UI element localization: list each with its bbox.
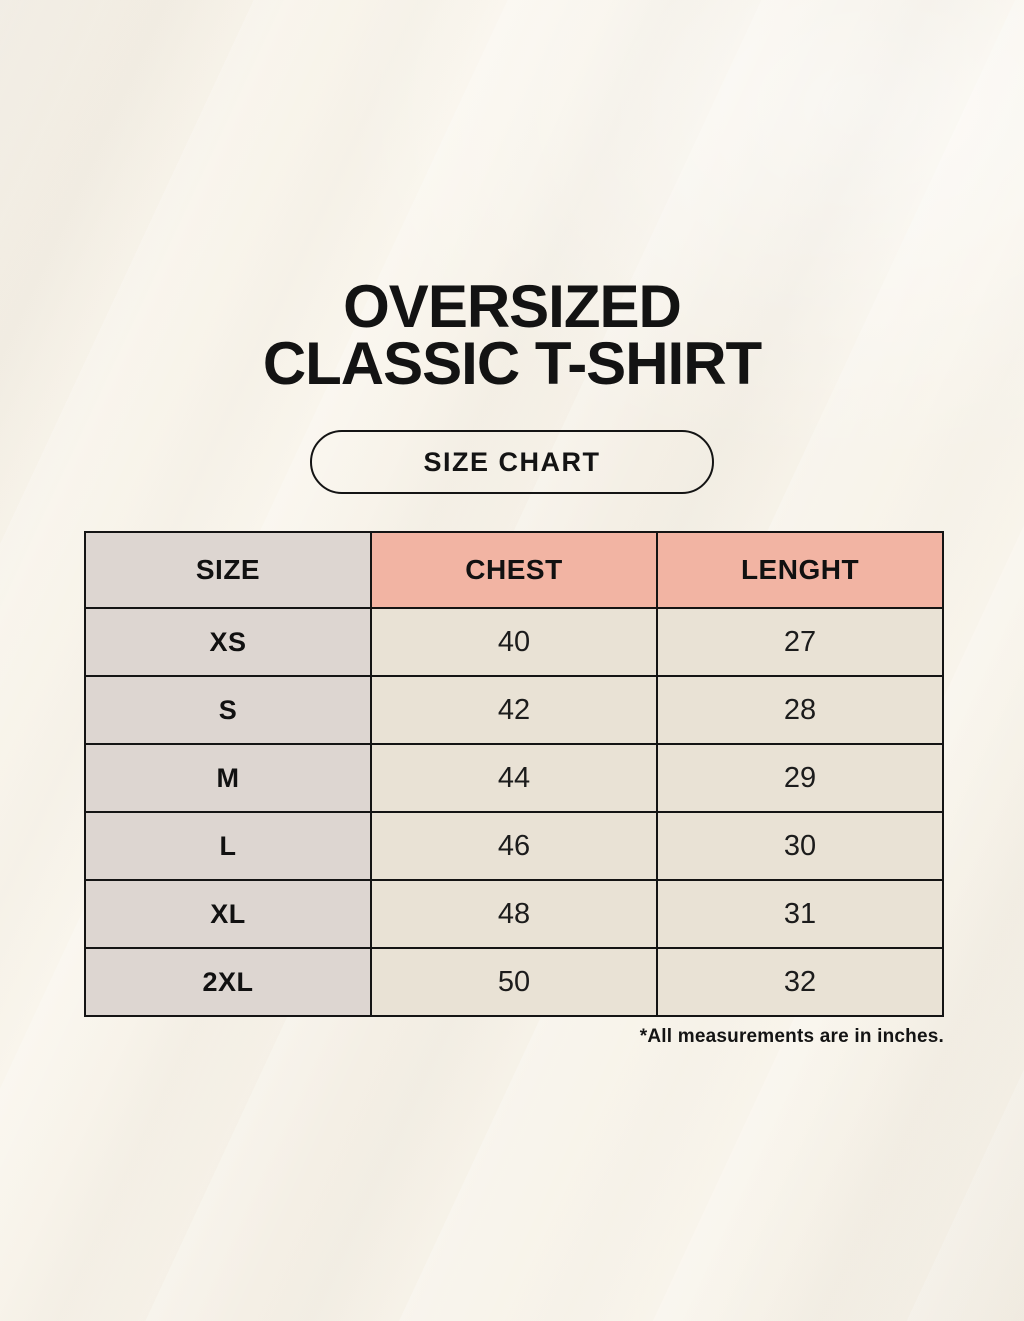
header-length: LENGHT (656, 531, 944, 609)
chest-value: 48 (370, 879, 658, 949)
length-value: 29 (656, 743, 944, 813)
chest-value: 46 (370, 811, 658, 881)
table-row: S 42 28 (84, 675, 944, 745)
page-title: OVERSIZED CLASSIC T-SHIRT (0, 273, 1024, 397)
chest-value: 42 (370, 675, 658, 745)
page-title-line1: OVERSIZED (343, 273, 682, 340)
table-row: M 44 29 (84, 743, 944, 813)
table-row: XL 48 31 (84, 879, 944, 949)
size-label: 2XL (84, 947, 372, 1017)
measurements-footnote: *All measurements are in inches. (639, 1026, 944, 1047)
chest-value: 50 (370, 947, 658, 1017)
length-value: 27 (656, 607, 944, 677)
table-row: 2XL 50 32 (84, 947, 944, 1017)
size-chart-button-label: SIZE CHART (423, 446, 601, 477)
size-chart-button[interactable]: SIZE CHART (310, 430, 714, 494)
length-value: 30 (656, 811, 944, 881)
page-title-line2: CLASSIC T-SHIRT (262, 330, 762, 397)
chest-value: 44 (370, 743, 658, 813)
size-chart-table: SIZE CHEST LENGHT XS 40 27 S 42 28 M 44 … (84, 531, 944, 1017)
chest-value: 40 (370, 607, 658, 677)
size-label: L (84, 811, 372, 881)
table-row: L 46 30 (84, 811, 944, 881)
header-size: SIZE (84, 531, 372, 609)
table-header-row: SIZE CHEST LENGHT (84, 531, 944, 609)
size-label: XS (84, 607, 372, 677)
size-label: S (84, 675, 372, 745)
length-value: 28 (656, 675, 944, 745)
length-value: 31 (656, 879, 944, 949)
size-label: XL (84, 879, 372, 949)
size-label: M (84, 743, 372, 813)
header-chest: CHEST (370, 531, 658, 609)
table-row: XS 40 27 (84, 607, 944, 677)
length-value: 32 (656, 947, 944, 1017)
